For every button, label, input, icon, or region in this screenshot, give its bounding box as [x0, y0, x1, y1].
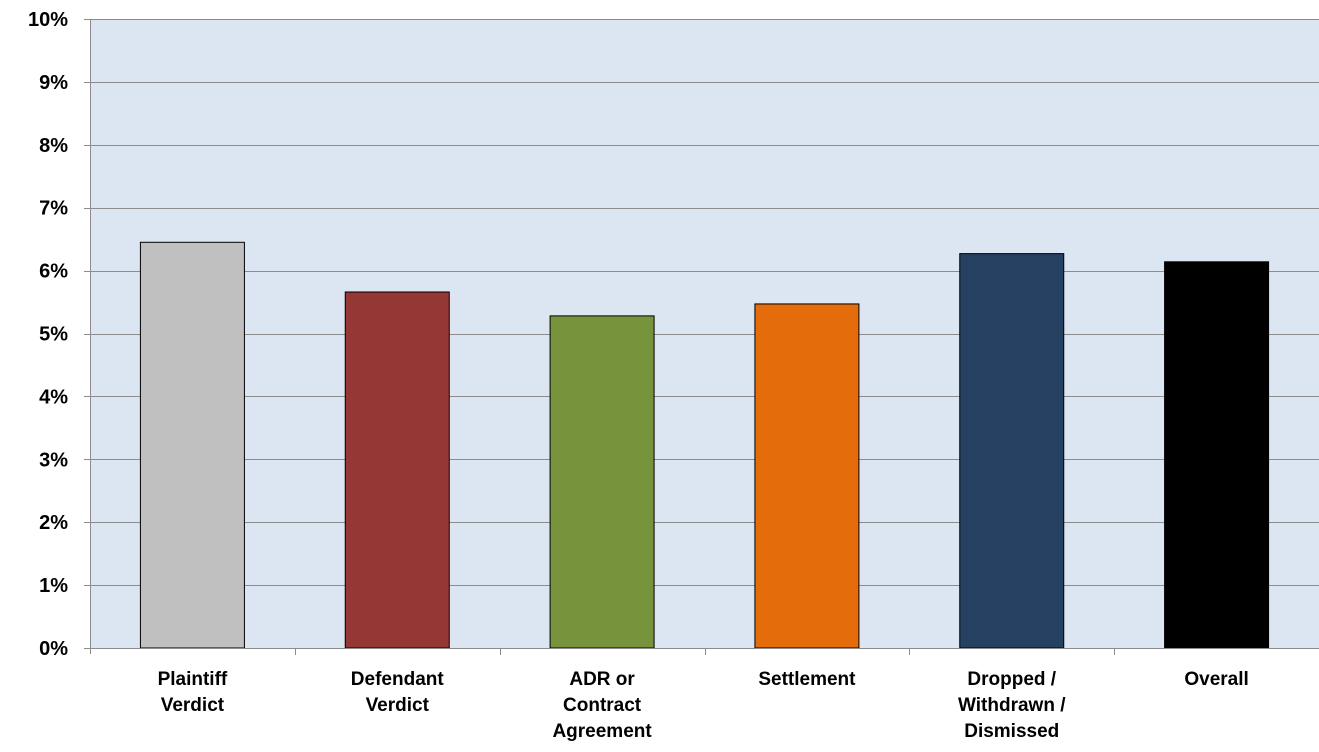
- plot-area: [90, 19, 1319, 648]
- bar: [754, 303, 860, 649]
- y-tick-label: 3%: [39, 449, 68, 471]
- gridlines: [90, 19, 1319, 586]
- y-tick-label: 0%: [39, 638, 68, 660]
- axes: [84, 19, 1319, 655]
- y-tick-label: 2%: [39, 512, 68, 534]
- y-tick-label: 9%: [39, 72, 68, 94]
- bar: [959, 253, 1065, 649]
- bar: [549, 315, 655, 649]
- x-category-label: Overall: [1184, 669, 1248, 690]
- x-category-label: Dropped / Withdrawn / Dismissed: [958, 669, 1066, 742]
- x-category-label: Settlement: [758, 669, 856, 690]
- x-category-label: ADR or Contract Agreement: [552, 669, 652, 742]
- y-tick-label: 8%: [39, 135, 68, 157]
- bar: [344, 291, 450, 649]
- x-category-label: Plaintiff Verdict: [158, 669, 228, 716]
- y-tick-label: 5%: [39, 324, 68, 346]
- y-tick-label: 10%: [28, 9, 68, 31]
- y-tick-label: 1%: [39, 575, 68, 597]
- y-tick-label: 4%: [39, 386, 68, 408]
- y-tick-label: 7%: [39, 198, 68, 220]
- y-tick-label: 6%: [39, 261, 68, 283]
- x-axis-labels: Plaintiff Verdict Defendant Verdict ADR or Co…: [158, 669, 1249, 742]
- y-axis-ticks: 0% 1% 2% 3% 4% 5% 6% 7% 8% 9% 10%: [28, 9, 68, 660]
- x-category-label: Defendant Verdict: [351, 669, 445, 716]
- bar: [139, 241, 245, 649]
- bar: [1164, 261, 1270, 649]
